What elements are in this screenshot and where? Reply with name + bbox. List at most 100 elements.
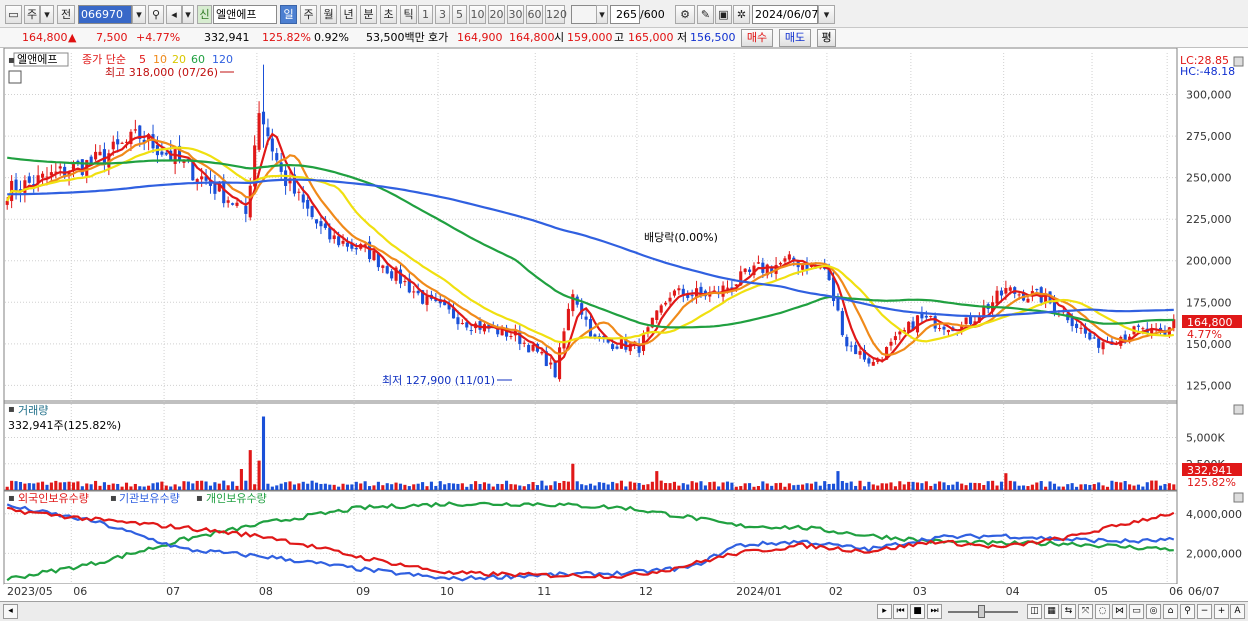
stop-icon[interactable]: ■	[910, 604, 925, 619]
volume-bar	[686, 484, 690, 490]
tool-icon-5[interactable]: ◌	[1095, 604, 1110, 619]
code-input[interactable]: 066970	[78, 5, 132, 24]
candle-body	[102, 149, 106, 165]
chevron-down-icon[interactable]: ▾	[40, 5, 54, 24]
period-tab[interactable]: 주	[300, 5, 317, 24]
volume-bar	[107, 484, 111, 490]
volume-bar	[818, 485, 822, 490]
volume-bar	[968, 482, 973, 490]
window-icon[interactable]: ▭	[5, 5, 22, 24]
tool-icon-1[interactable]: ◫	[1027, 604, 1042, 619]
tool-icon-9[interactable]: ⌂	[1163, 604, 1178, 619]
period-tab[interactable]: 월	[320, 5, 337, 24]
volume-bar	[770, 485, 774, 490]
speaker-dropdown-icon[interactable]: ▾	[182, 5, 194, 24]
volume-bar	[266, 483, 270, 490]
first-icon[interactable]: ⏮	[893, 604, 908, 619]
volume-bar	[628, 481, 632, 490]
interval-tab[interactable]: 20	[488, 5, 505, 24]
scroll-left-icon[interactable]: ◂	[3, 604, 18, 619]
speaker-icon[interactable]: ◂	[166, 5, 182, 24]
buy-button[interactable]: 매수	[741, 29, 773, 47]
period-tab[interactable]: 틱	[400, 5, 417, 24]
zoom-icon[interactable]: ⚲	[1180, 604, 1195, 619]
type-select[interactable]: 주	[24, 5, 40, 24]
volume-bars	[5, 416, 1176, 490]
volume-bar	[849, 481, 853, 490]
volume-bar	[412, 484, 416, 490]
zoom-out-icon[interactable]: −	[1197, 604, 1212, 619]
volume-bar	[474, 481, 478, 490]
font-size-icon[interactable]: A	[1230, 604, 1245, 619]
eval-button[interactable]: 평	[817, 29, 836, 47]
tool-icon-2[interactable]: ▦	[1044, 604, 1059, 619]
new-badge[interactable]: 신	[197, 5, 212, 24]
interval-tab[interactable]: 1	[418, 5, 433, 24]
code-dropdown-icon[interactable]: ▾	[132, 5, 146, 24]
volume-bar	[253, 484, 257, 490]
interval-tab[interactable]: 60	[526, 5, 543, 24]
zoom-slider-thumb[interactable]	[978, 605, 985, 618]
volume-bar	[712, 481, 716, 490]
grid-toggle-icon[interactable]	[8, 70, 22, 84]
stock-name-field[interactable]: 엘앤에프	[213, 5, 277, 24]
volume-bar	[217, 483, 221, 490]
holdings-close-icon[interactable]	[1233, 492, 1244, 503]
volume-bar	[615, 483, 619, 490]
tool-icon-8[interactable]: ◎	[1146, 604, 1161, 619]
prev-button[interactable]: 전	[57, 5, 75, 24]
gear-icon[interactable]: ✲	[733, 5, 750, 24]
period-tab[interactable]: 일	[280, 5, 297, 24]
candle-body	[571, 294, 575, 312]
period-tab[interactable]: 분	[360, 5, 377, 24]
period-tab[interactable]: 년	[340, 5, 357, 24]
zoom-in-icon[interactable]: +	[1214, 604, 1229, 619]
volume-bar	[588, 483, 593, 490]
interval-input[interactable]	[571, 5, 597, 24]
save-icon[interactable]: ▣	[715, 5, 732, 24]
volume-menu-icon[interactable]: ▪	[8, 404, 15, 415]
last-icon[interactable]: ⏭	[927, 604, 942, 619]
x-tick-label: 12	[639, 585, 653, 598]
price-close-icon[interactable]	[1233, 56, 1244, 67]
inst-menu-icon[interactable]: ▪	[110, 493, 117, 504]
candle-body	[893, 336, 897, 341]
volume-bar	[345, 484, 350, 490]
candle-body	[350, 243, 354, 249]
panel-menu-icon[interactable]: ▪	[8, 55, 15, 66]
date-input[interactable]: 2024/06/07	[752, 5, 818, 24]
interval-dropdown-icon[interactable]: ▾	[596, 5, 608, 24]
volume-bar	[1048, 481, 1052, 490]
volume-bar	[942, 482, 946, 490]
indiv-menu-icon[interactable]: ▪	[196, 493, 203, 504]
count-input[interactable]: 265	[610, 5, 640, 24]
sell-button[interactable]: 매도	[779, 29, 811, 47]
pencil-icon[interactable]: ✎	[697, 5, 714, 24]
stock-chart[interactable]: 300,000 275,000 250,000 225,000 200,000 175,0…	[0, 48, 1248, 601]
volume-close-icon[interactable]	[1233, 404, 1244, 415]
interval-tab[interactable]: 120	[545, 5, 567, 24]
candle-body	[469, 330, 473, 332]
volume-bar	[226, 485, 230, 490]
interval-tab[interactable]: 3	[435, 5, 450, 24]
interval-tab[interactable]: 30	[507, 5, 524, 24]
scroll-right-icon[interactable]: ▸	[877, 604, 892, 619]
tool-icon-3[interactable]: ⇆	[1061, 604, 1076, 619]
search-icon[interactable]: ⚲	[148, 5, 164, 24]
volume-bar	[116, 483, 120, 490]
volume-bar	[257, 460, 261, 490]
tool-icon-7[interactable]: ▭	[1129, 604, 1144, 619]
interval-tab[interactable]: 5	[452, 5, 467, 24]
interval-tab[interactable]: 10	[469, 5, 486, 24]
volume-bar	[204, 481, 208, 490]
holdings-menu-icon[interactable]: ▪	[8, 493, 15, 504]
candle-body	[94, 151, 98, 160]
candle-body	[231, 203, 235, 205]
tool-icon-6[interactable]: ⋈	[1112, 604, 1127, 619]
period-tab[interactable]: 초	[380, 5, 397, 24]
volume-bar	[999, 481, 1004, 490]
candle-body	[584, 316, 588, 320]
candle-settings-icon[interactable]: ⚙	[675, 5, 695, 24]
tool-icon-4[interactable]: ⤧	[1078, 604, 1093, 619]
calendar-icon[interactable]: ▾	[818, 5, 835, 24]
